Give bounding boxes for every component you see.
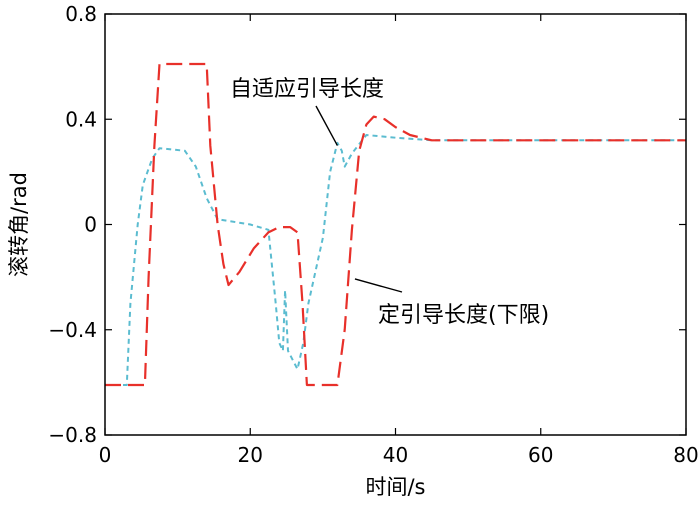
annotation-fixed-leader (354, 278, 403, 293)
y-axis-label: 滚转角/rad (7, 172, 31, 277)
x-axis-label: 时间/s (365, 475, 425, 499)
x-tick-label: 40 (383, 443, 408, 467)
y-tick-label: 0.8 (65, 2, 97, 26)
x-tick-label: 60 (528, 443, 553, 467)
annotation-adaptive-label: 自适应引导长度 (230, 77, 384, 102)
tick-labels: 0 20 40 60 80 0.8 0.4 0 −0.4 −0.8 (48, 2, 698, 467)
axis-ticks (104, 13, 687, 436)
annotation-adaptive-leader (315, 105, 339, 146)
series-layer (105, 62, 686, 387)
x-tick-label: 0 (99, 443, 112, 467)
y-tick-label: −0.8 (48, 423, 97, 447)
series-line-adaptive-guidance (105, 134, 686, 386)
series-line-fixed-guidance (105, 62, 686, 387)
y-tick-label: −0.4 (48, 318, 97, 342)
annotation-fixed-label: 定引导长度(下限) (378, 303, 549, 328)
x-tick-label: 80 (673, 443, 698, 467)
plot-frame (104, 13, 687, 436)
y-tick-label: 0 (84, 213, 97, 237)
x-tick-label: 20 (238, 443, 263, 467)
y-tick-label: 0.4 (65, 107, 97, 131)
